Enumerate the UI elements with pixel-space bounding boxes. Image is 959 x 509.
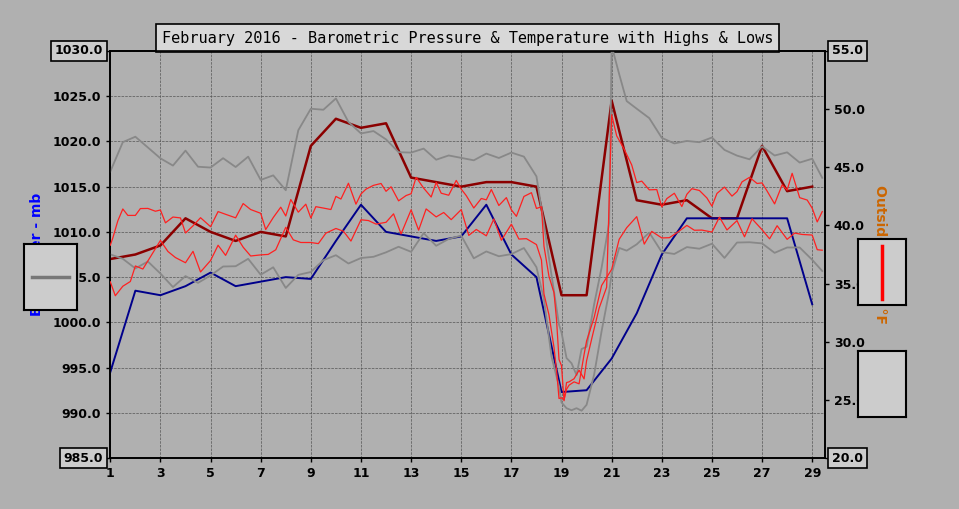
Y-axis label: Barometer - mb: Barometer - mb: [31, 193, 44, 316]
Text: 20.0: 20.0: [831, 451, 863, 465]
Text: 1030.0: 1030.0: [55, 44, 104, 58]
Y-axis label: Outside Temp - °F: Outside Temp - °F: [873, 185, 887, 324]
Text: 985.0: 985.0: [63, 451, 104, 465]
Title: February 2016 - Barometric Pressure & Temperature with Highs & Lows: February 2016 - Barometric Pressure & Te…: [162, 31, 773, 46]
Text: 55.0: 55.0: [831, 44, 863, 58]
